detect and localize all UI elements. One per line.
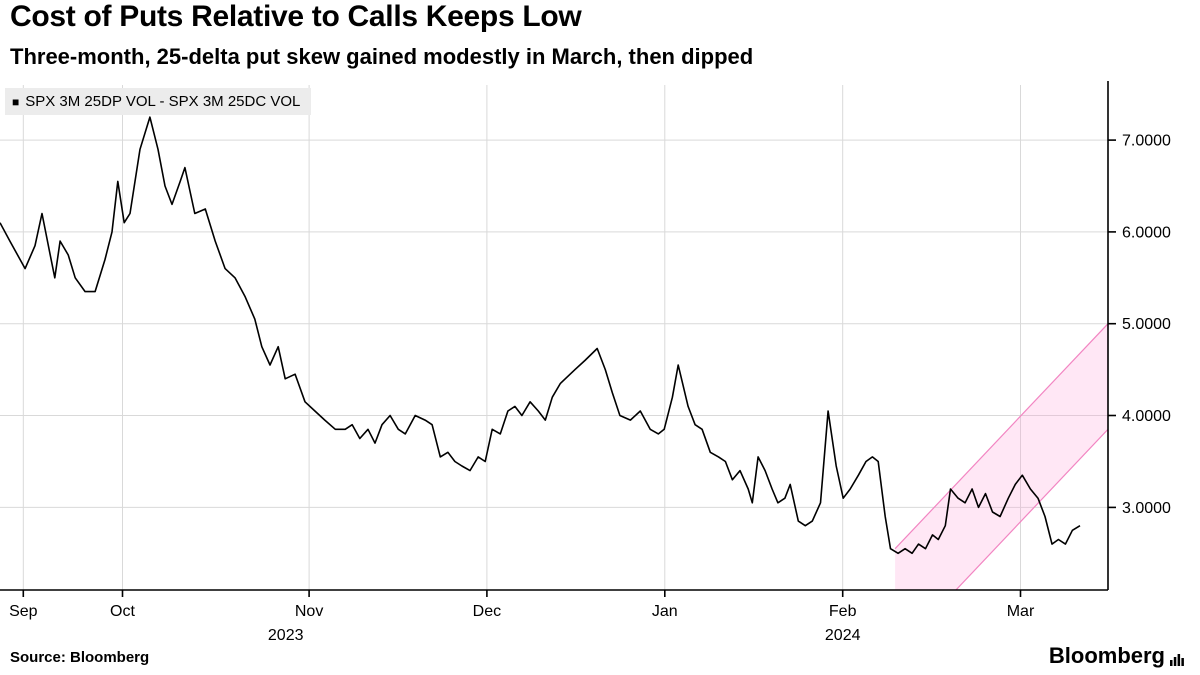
trend-channel-annotation (894, 323, 1108, 590)
y-tick-label: 5.0000 (1122, 316, 1171, 333)
series-line (0, 116, 1081, 555)
x-month-label: Jan (652, 603, 678, 620)
x-month-label: Mar (1007, 603, 1035, 620)
trend-channel-upper-line (894, 323, 1108, 550)
legend-series-marker-icon: ■ (12, 94, 20, 109)
y-tick-label: 6.0000 (1122, 224, 1171, 241)
gridlines (0, 85, 1108, 590)
trend-channel-lower-line (955, 428, 1108, 590)
axes: 3.0000 4.0000 5.0000 6.0000 7.0000 Sep Oct Nov D… (0, 81, 1171, 644)
y-tick-label: 4.0000 (1122, 408, 1171, 425)
chart-title: Cost of Puts Relative to Calls Keeps Low (10, 0, 582, 33)
bloomberg-wordmark: Bloomberg (1048, 643, 1165, 668)
x-month-label: Sep (9, 603, 38, 620)
x-year-label: 2024 (825, 627, 861, 644)
source-attribution: Source: Bloomberg (10, 649, 150, 666)
x-month-label: Dec (473, 603, 501, 620)
bloomberg-terminal-bars-icon (1170, 654, 1184, 666)
chart-subtitle: Three-month, 25-delta put skew gained mo… (10, 44, 754, 69)
trend-channel-fill (895, 323, 1108, 590)
y-tick-label: 3.0000 (1122, 500, 1171, 517)
legend: ■ SPX 3M 25DP VOL - SPX 3M 25DC VOL (5, 88, 312, 115)
x-month-label: Feb (829, 603, 857, 620)
x-year-label: 2023 (268, 627, 304, 644)
bloomberg-logo: Bloomberg (1049, 643, 1184, 669)
y-tick-label: 7.0000 (1122, 133, 1171, 150)
x-month-label: Nov (295, 603, 323, 620)
legend-series-label: SPX 3M 25DP VOL - SPX 3M 25DC VOL (25, 93, 301, 110)
x-month-label: Oct (110, 603, 135, 620)
